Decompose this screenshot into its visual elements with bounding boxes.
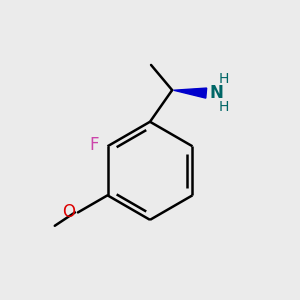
Polygon shape: [174, 88, 207, 98]
Text: N: N: [210, 84, 224, 102]
Text: H: H: [219, 72, 229, 86]
Text: O: O: [62, 203, 75, 221]
Text: H: H: [219, 100, 229, 114]
Text: F: F: [89, 136, 99, 154]
